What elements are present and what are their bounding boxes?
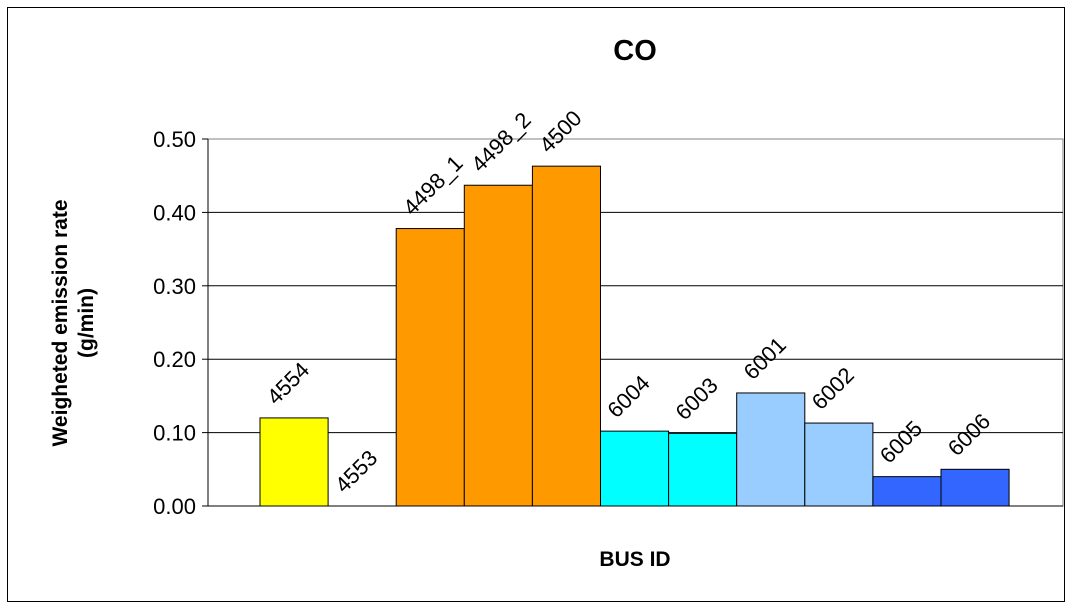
y-tick-label: 0.40: [153, 200, 196, 225]
y-axis-label-line-1: Weigheted emission rate: [49, 199, 72, 446]
y-tick-label: 0.10: [153, 421, 196, 446]
bar-6005: [872, 476, 942, 507]
bar-6004: [600, 430, 670, 507]
bar-6006: [940, 468, 1010, 507]
bar-4554: [259, 417, 329, 507]
y-axis-label-line-2: (g/min): [75, 288, 98, 358]
bar-6001: [736, 392, 806, 507]
chart-title: CO: [613, 35, 657, 67]
ytick-layer: 0.00 0.10 0.20 0.30 0.40 0.50: [153, 127, 1063, 519]
x-axis-label: BUS ID: [599, 548, 670, 571]
bars-layer: [259, 165, 1010, 507]
bar-6002: [804, 422, 874, 507]
y-tick-label: 0.00: [153, 494, 196, 519]
bar-6003: [668, 432, 738, 507]
bar-4498_1: [395, 228, 465, 507]
y-axis-label: Weigheted emission rate (g/min): [49, 199, 98, 446]
bar-4498_2: [463, 184, 533, 507]
bar-4500: [531, 165, 602, 507]
y-tick-label: 0.50: [153, 127, 196, 152]
y-tick-label: 0.20: [153, 347, 196, 372]
y-tick-label: 0.30: [153, 274, 196, 299]
